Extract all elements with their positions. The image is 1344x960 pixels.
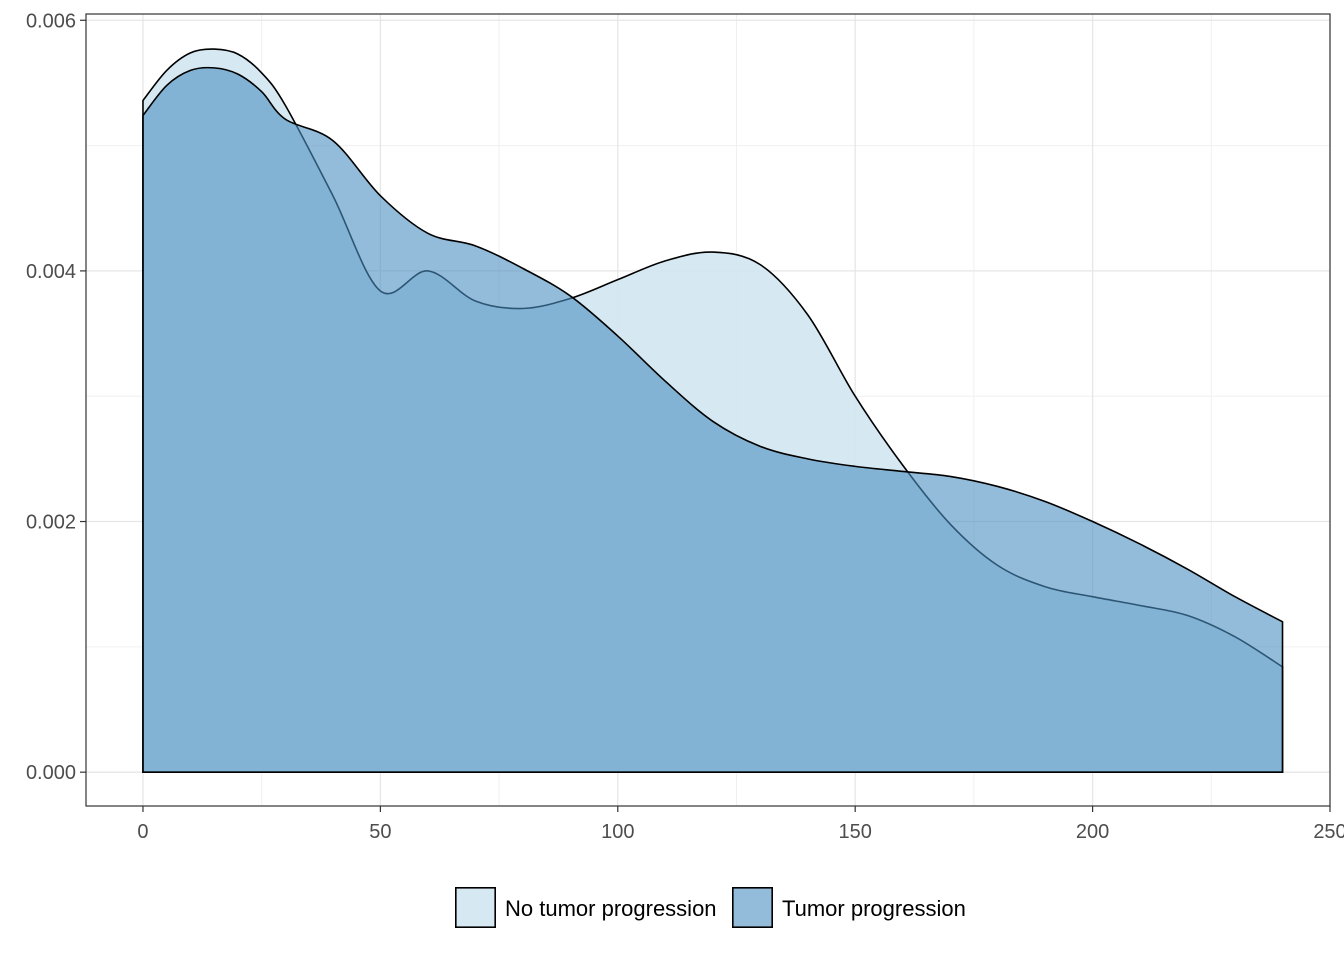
density-areas (142, 48, 1284, 773)
y-tick-label: 0.000 (26, 762, 76, 784)
y-axis: 0.000 0.002 0.004 0.006 (26, 10, 86, 784)
legend-label-series-1: No tumor progression (505, 896, 717, 921)
y-tick-label: 0.002 (26, 512, 76, 534)
x-tick-label: 50 (369, 821, 391, 843)
y-tick-label: 0.006 (26, 10, 76, 32)
legend: No tumor progression Tumor progression (454, 886, 966, 928)
x-tick-label: 250 (1313, 821, 1344, 843)
plot-panel-border (85, 13, 1331, 807)
legend-label-series-2: Tumor progression (782, 896, 966, 921)
x-tick-label: 100 (601, 821, 634, 843)
x-tick-label: 0 (137, 821, 148, 843)
density-area-series-2 (142, 66, 1284, 773)
legend-key-series-2 (731, 886, 773, 928)
legend-key-series-1 (454, 886, 496, 928)
x-tick-label: 150 (839, 821, 872, 843)
x-axis: 0 50 100 150 200 250 (137, 806, 1344, 843)
y-tick-label: 0.004 (26, 261, 76, 283)
x-tick-label: 200 (1076, 821, 1109, 843)
